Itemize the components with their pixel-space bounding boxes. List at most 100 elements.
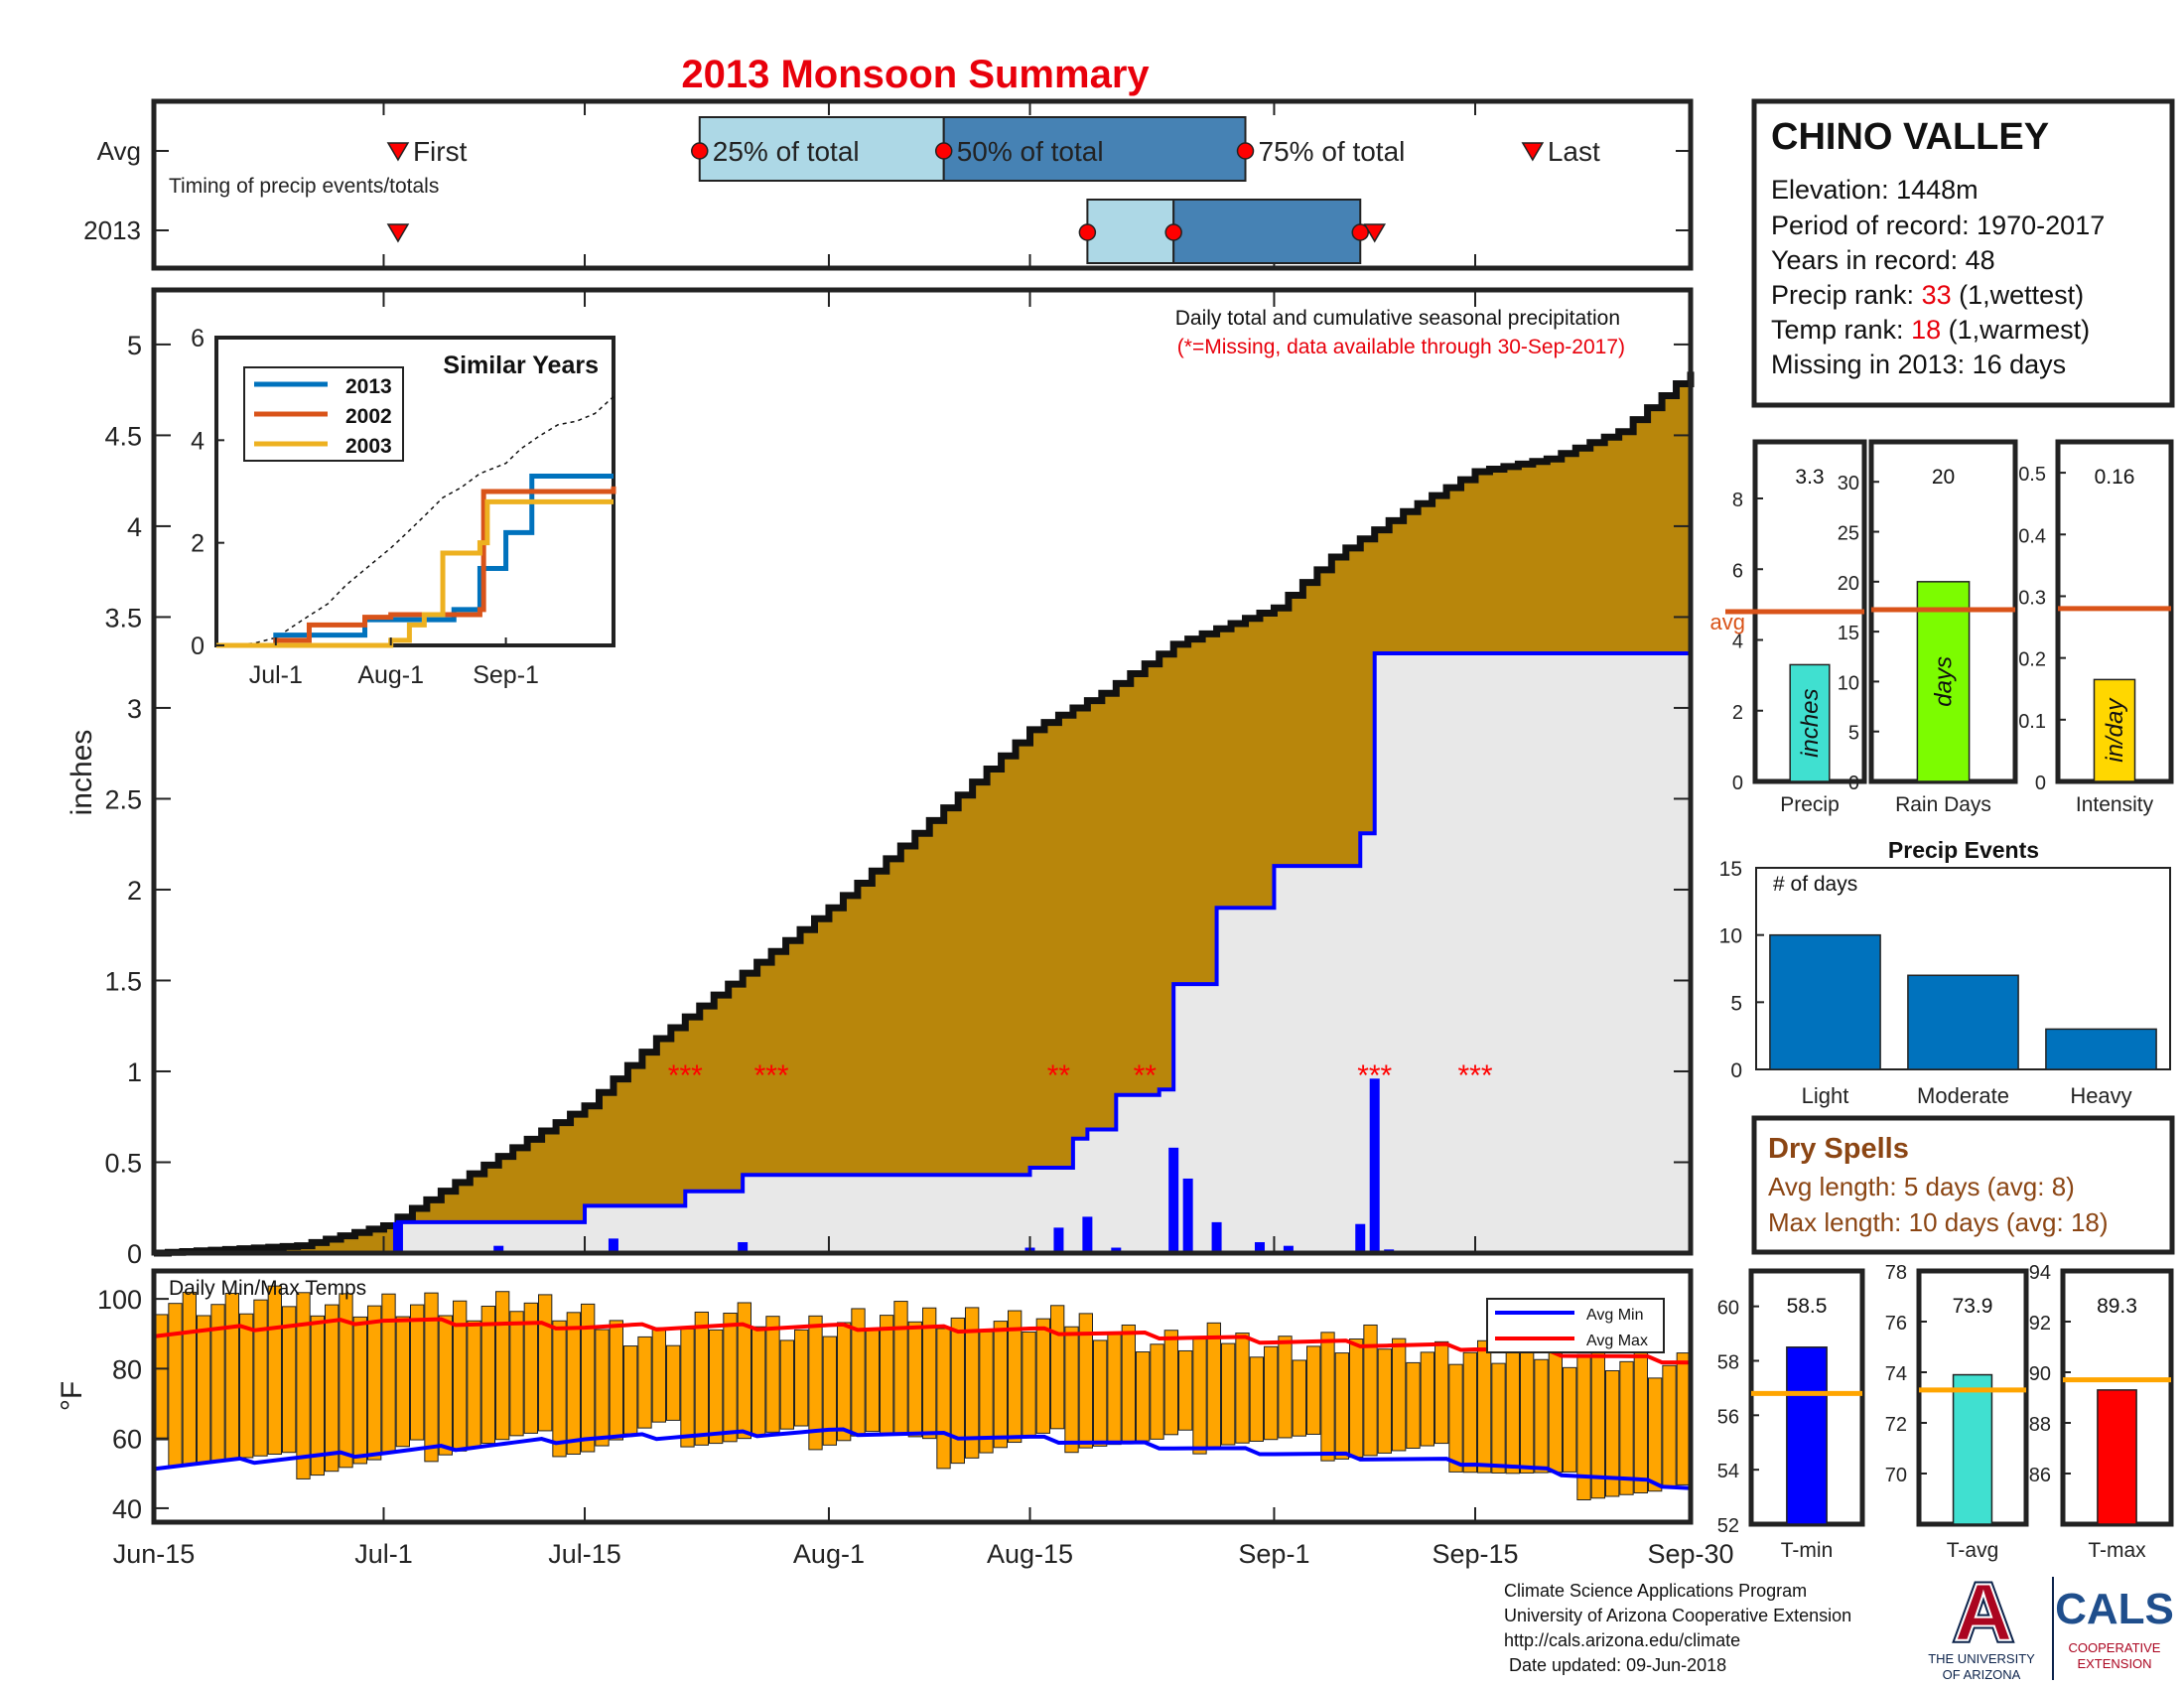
summary-ytick-label-rain-days-30: 30 bbox=[1838, 473, 1859, 494]
summary-ytick-label-intensity-0-5: 0.5 bbox=[2018, 464, 2046, 486]
ua-block-a-outline: A bbox=[1954, 1568, 2012, 1658]
avg-25pct-label: 25% of total bbox=[713, 136, 860, 167]
x-axis-label-sep-30: Sep-30 bbox=[1647, 1539, 1733, 1569]
daily-temp-bar bbox=[1163, 1330, 1178, 1436]
daily-precip-bar bbox=[1053, 1227, 1064, 1253]
dry-spells-avg: Avg length: 5 days (avg: 8) bbox=[1768, 1172, 2075, 1201]
daily-temp-bar bbox=[680, 1328, 695, 1448]
inset-legend: 2013 2002 2003 bbox=[243, 366, 404, 462]
missing-marker-2: *** bbox=[754, 1059, 789, 1092]
temp-summary-ytick-label-t-min-60: 60 bbox=[1717, 1298, 1739, 1320]
summary-ytick-label-rain-days-0: 0 bbox=[1848, 773, 1859, 794]
avg-timing-box-50-75 bbox=[942, 116, 1247, 182]
summary-bar-panels: avg 3.3 inches 0 2 4 6 8 Precip 20 days 0 5 10 15 20 25 3… bbox=[1710, 439, 2174, 816]
daily-temp-bar bbox=[395, 1316, 410, 1448]
summary-ytick-label-rain-days-25: 25 bbox=[1838, 523, 1859, 545]
daily-temp-bar bbox=[1264, 1345, 1279, 1441]
avg-last-marker bbox=[1521, 142, 1545, 162]
inset-ytick-label-4: 4 bbox=[191, 427, 205, 455]
daily-temp-bar bbox=[595, 1329, 610, 1447]
summary-value-precip: 3.3 bbox=[1795, 466, 1824, 489]
daily-temp-bar bbox=[523, 1302, 539, 1434]
2013-75pct-marker bbox=[1351, 223, 1370, 241]
events-ytick-label-10: 10 bbox=[1719, 925, 1742, 948]
daily-precip-bar bbox=[1283, 1245, 1294, 1253]
missing-marker-4: ** bbox=[1134, 1059, 1158, 1092]
inset-average-line bbox=[215, 395, 614, 646]
temp-summary-ytick-label-t-max-92: 92 bbox=[2029, 1313, 2051, 1335]
daily-temp-bar bbox=[1078, 1313, 1093, 1449]
daily-precip-bar bbox=[1182, 1178, 1193, 1253]
avg-75pct-marker bbox=[1236, 142, 1255, 160]
summary-ytick-label-precip-6: 6 bbox=[1732, 560, 1743, 582]
main-ytick-label-0: 0 bbox=[127, 1239, 142, 1269]
daily-temp-bar bbox=[296, 1292, 311, 1479]
avg-last-label: Last bbox=[1548, 136, 1600, 167]
temp-summary-bar-t-avg bbox=[1952, 1373, 1993, 1525]
cals-wordmark: CALS bbox=[2055, 1585, 2174, 1633]
avg-timing-box-25-50 bbox=[698, 116, 945, 182]
x-axis-label-aug-15: Aug-15 bbox=[987, 1539, 1073, 1569]
daily-temp-bar bbox=[765, 1316, 780, 1433]
2013-cumulative-line bbox=[154, 651, 1691, 1255]
main-plot-frame bbox=[151, 287, 1694, 1256]
legend-label-avg-max: Avg Max bbox=[1586, 1333, 1648, 1349]
station-years: Years in record: 48 bbox=[1771, 245, 1995, 275]
x-axis-label-jun-15: Jun-15 bbox=[113, 1539, 196, 1569]
dry-spells-title: Dry Spells bbox=[1768, 1133, 1909, 1165]
temp-summary-ytick-label-t-min-52: 52 bbox=[1717, 1515, 1739, 1537]
main-ytick-label-5: 5 bbox=[127, 331, 142, 360]
inset-x-axis: Jul-1 Aug-1 Sep-1 bbox=[249, 637, 539, 689]
temp-summary-ytick-label-t-min-58: 58 bbox=[1717, 1351, 1739, 1373]
daily-temp-bar bbox=[239, 1313, 254, 1459]
ua-block-a: A bbox=[1954, 1568, 2012, 1658]
main-y-axis: 0 0.5 1 1.5 2 2.5 3 3.5 4 4.5 5 bbox=[104, 292, 1689, 1269]
events-xlabel-light: Light bbox=[1802, 1083, 1849, 1108]
summary-ytick-label-intensity-0-4: 0.4 bbox=[2018, 525, 2046, 547]
temp-title: Daily Min/Max Temps bbox=[169, 1277, 366, 1300]
daily-temp-bar bbox=[1064, 1326, 1079, 1454]
daily-temp-bar bbox=[1448, 1363, 1463, 1473]
events-ytick-label-15: 15 bbox=[1719, 858, 1742, 881]
daily-temp-bar bbox=[253, 1299, 268, 1457]
daily-temp-bar bbox=[1121, 1324, 1136, 1444]
summary-bar-intensity bbox=[2093, 678, 2136, 782]
temp-summary-ytick-label-t-avg-78: 78 bbox=[1885, 1262, 1907, 1284]
temp-legend: Avg Min Avg Max bbox=[1486, 1298, 1665, 1353]
coop-line-2: EXTENSION bbox=[2077, 1656, 2151, 1671]
daily-precip-bar bbox=[493, 1245, 504, 1253]
temp-summary-ytick-label-t-max-90: 90 bbox=[2029, 1363, 2051, 1385]
daily-temp-bar bbox=[1491, 1362, 1506, 1474]
temp-x-axis: Jun-15 Jul-1 Jul-15 Aug-1 Aug-15 Sep-1 Sep-15 S… bbox=[113, 1507, 1734, 1569]
daily-temp-bar bbox=[737, 1302, 752, 1440]
daily-temp-bar bbox=[410, 1304, 425, 1441]
temp-summary-ytick-label-t-avg-76: 76 bbox=[1885, 1313, 1907, 1335]
summary-ytick-label-intensity-0: 0 bbox=[2035, 773, 2046, 794]
daily-temp-bar bbox=[1150, 1343, 1164, 1440]
daily-temp-bar bbox=[1107, 1332, 1122, 1446]
x-axis-label-sep-15: Sep-15 bbox=[1432, 1539, 1518, 1569]
daily-temp-bar bbox=[666, 1344, 681, 1421]
ua-name-line-1: THE UNIVERSITY bbox=[1928, 1651, 2035, 1666]
main-ytick-label-4: 4 bbox=[127, 512, 142, 542]
daily-temp-bar bbox=[822, 1336, 838, 1446]
missing-marker-3: ** bbox=[1047, 1059, 1071, 1092]
daily-temp-bar bbox=[723, 1313, 738, 1443]
avg-min-line bbox=[153, 1427, 1692, 1490]
legend-label-avg-min: Avg Min bbox=[1586, 1307, 1644, 1324]
temp-summary-ytick-label-t-max-88: 88 bbox=[2029, 1414, 2051, 1436]
2013-first-marker bbox=[386, 223, 410, 243]
main-annotation: Daily total and cumulative seasonal prec… bbox=[1175, 307, 1620, 330]
daily-temp-bar bbox=[325, 1304, 340, 1473]
avg-first-label: First bbox=[413, 136, 468, 167]
daily-temp-bar bbox=[1534, 1358, 1549, 1474]
temp-rank-value: 18 bbox=[1911, 315, 1941, 345]
events-ytick-label-5: 5 bbox=[1730, 992, 1742, 1015]
summary-value-intensity: 0.16 bbox=[2095, 466, 2135, 489]
events-plot-area: Light Moderate Heavy 0 5 10 15 bbox=[1719, 858, 2157, 1108]
coop-line-1: COOPERATIVE bbox=[2069, 1640, 2161, 1655]
daily-temp-bar bbox=[779, 1339, 795, 1430]
daily-precip-bar bbox=[1355, 1223, 1366, 1253]
inset-xtick-label-jul-1: Jul-1 bbox=[249, 661, 303, 689]
